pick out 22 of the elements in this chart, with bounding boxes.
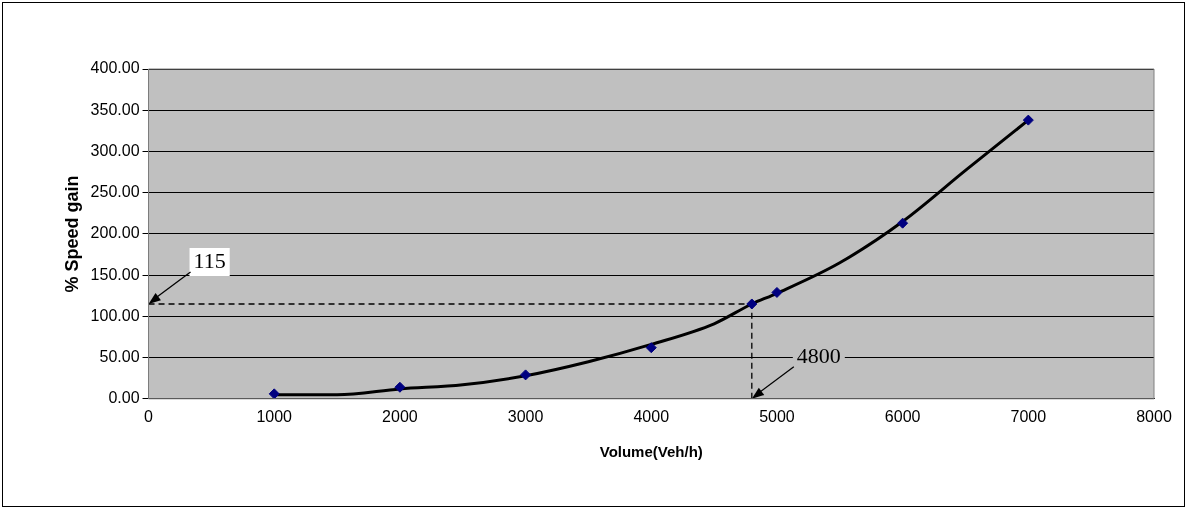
x-tick-label: 3000 (507, 407, 544, 425)
y-tick-label: 350.00 (90, 100, 140, 118)
x-tick-label: 7000 (1010, 407, 1047, 425)
x-tick-label: 4000 (633, 407, 670, 425)
annotation: 115 (193, 247, 226, 273)
y-axis-title: % Speed gain (61, 175, 82, 293)
x-tick-label: 2000 (382, 407, 418, 425)
y-tick-label: 300.00 (90, 141, 140, 159)
x-tick-label: 8000 (1136, 407, 1172, 425)
y-tick-label: 200.00 (90, 224, 140, 242)
y-tick-label: 100.00 (90, 306, 140, 324)
y-tick-label: 400.00 (90, 59, 140, 77)
y-tick-label: 150.00 (90, 265, 140, 283)
x-tick-label: 1000 (256, 407, 293, 425)
x-tick-label: 5000 (759, 407, 795, 425)
y-tick-label: 0.00 (108, 389, 140, 407)
y-tick-label: 250.00 (90, 183, 140, 201)
x-tick-label: 0 (144, 407, 154, 425)
x-axis-title: Volume(Veh/h) (599, 443, 703, 461)
x-tick-label: 6000 (884, 407, 921, 425)
annotation: 4800 (796, 342, 841, 368)
y-tick-label: 50.00 (99, 347, 140, 365)
